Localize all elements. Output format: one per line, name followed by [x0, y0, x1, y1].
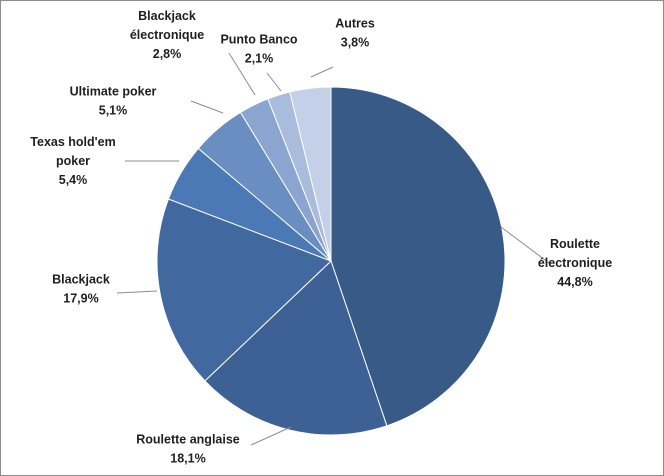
- pie-slices: [156, 86, 506, 436]
- slice-name-label: Blackjack: [138, 9, 196, 23]
- leader-line: [190, 100, 224, 114]
- leader-line: [310, 66, 334, 78]
- slice-name-label: Roulette anglaise: [136, 433, 240, 447]
- slice-value-label: 2,8%: [153, 47, 182, 61]
- slice-name-label: électronique: [130, 28, 204, 42]
- leader-line: [228, 52, 256, 96]
- slice-value-label: 3,8%: [341, 36, 370, 50]
- slice-value-label: 2,1%: [245, 52, 274, 66]
- slice-value-label: 5,4%: [59, 173, 88, 187]
- slice-name-label: Autres: [335, 17, 375, 31]
- slice-value-label: 5,1%: [99, 104, 128, 118]
- leader-lines: [116, 52, 550, 446]
- slice-value-label: 44,8%: [557, 275, 592, 289]
- leader-line: [500, 226, 550, 264]
- leader-line: [266, 72, 282, 92]
- slice-name-label: Ultimate poker: [70, 85, 157, 99]
- slice-name-label: Blackjack: [52, 273, 110, 287]
- pie-slice: [330, 86, 506, 427]
- leader-line: [116, 290, 158, 294]
- leader-line: [250, 426, 292, 446]
- slice-value-label: 17,9%: [63, 292, 98, 306]
- slice-name-label: électronique: [538, 256, 612, 270]
- slice-labels: Roulette électronique 44,8% Roulette anglai…: [30, 9, 612, 466]
- slice-value-label: 18,1%: [170, 452, 205, 466]
- slice-name-label: poker: [56, 154, 90, 168]
- pie-slice: [204, 260, 388, 436]
- pie-slice: [289, 86, 332, 262]
- slice-name-label: Texas hold'em: [30, 135, 115, 149]
- slice-name-label: Punto Banco: [220, 33, 297, 47]
- slice-name-label: Roulette: [550, 237, 600, 251]
